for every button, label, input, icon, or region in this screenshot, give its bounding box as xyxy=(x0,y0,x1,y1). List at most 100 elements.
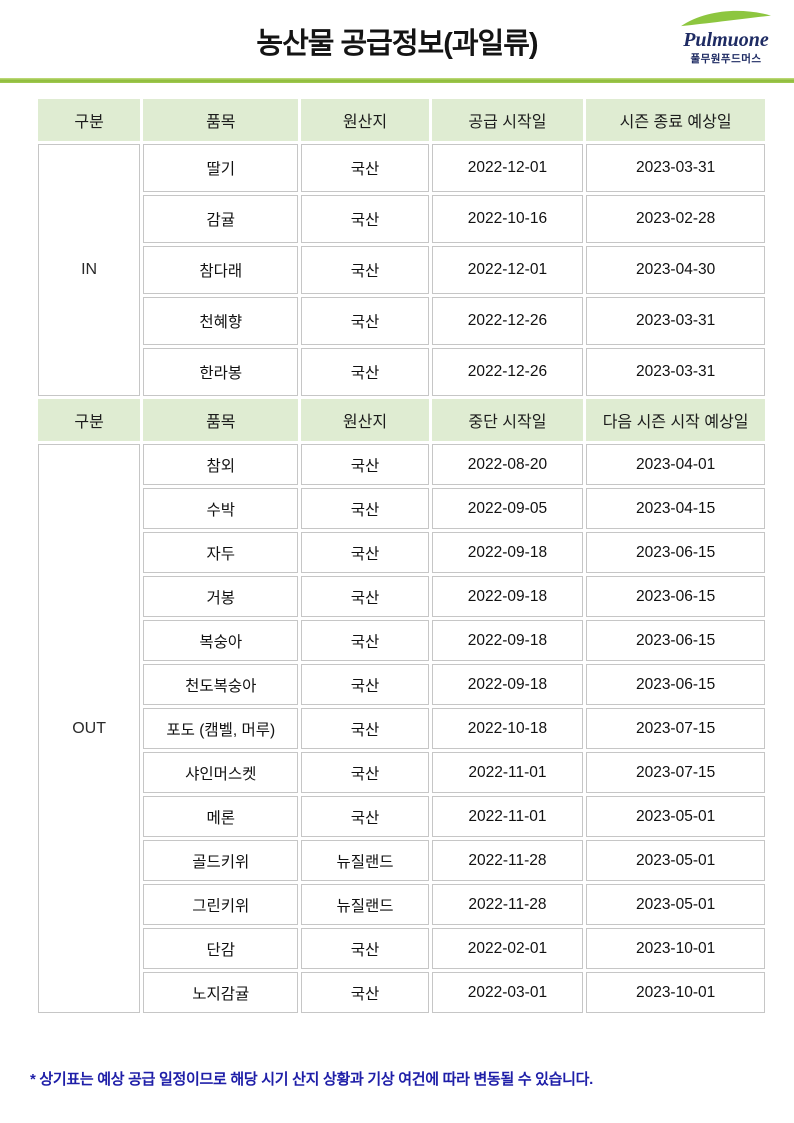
table-row: 노지감귤 국산 2022-03-01 2023-10-01 xyxy=(38,972,765,1013)
header-cell: 시즌 종료 예상일 xyxy=(586,99,765,141)
table-row: 참다래 국산 2022-12-01 2023-04-30 xyxy=(38,246,765,294)
header-cell: 원산지 xyxy=(301,99,429,141)
header-cell: 원산지 xyxy=(301,399,429,441)
table-row: 거봉 국산 2022-09-18 2023-06-15 xyxy=(38,576,765,617)
supply-table: 구분 품목 원산지 공급 시작일 시즌 종료 예상일 IN 딸기 국산 2022-12-01 20… xyxy=(35,96,768,1016)
end-date-cell: 2023-04-30 xyxy=(586,246,765,294)
start-date-cell: 2022-12-26 xyxy=(431,297,584,345)
start-date-cell: 2022-11-01 xyxy=(431,796,584,837)
origin-cell: 뉴질랜드 xyxy=(301,840,429,881)
start-date-cell: 2022-12-01 xyxy=(431,246,584,294)
item-cell: 자두 xyxy=(143,532,299,573)
table-row: 샤인머스켓 국산 2022-11-01 2023-07-15 xyxy=(38,752,765,793)
table-row: OUT 참외 국산 2022-08-20 2023-04-01 xyxy=(38,444,765,1013)
start-date-cell: 2022-10-18 xyxy=(431,708,584,749)
origin-cell: 국산 xyxy=(301,195,429,243)
origin-cell: 국산 xyxy=(301,297,429,345)
table-row: 천혜향 국산 2022-12-26 2023-03-31 xyxy=(38,297,765,345)
end-date-cell: 2023-04-15 xyxy=(586,488,765,529)
origin-cell: 국산 xyxy=(301,532,429,573)
table-row: 자두 국산 2022-09-18 2023-06-15 xyxy=(38,532,765,573)
brand-name: Pulmuone xyxy=(683,29,769,51)
start-date-cell: 2022-12-01 xyxy=(431,144,584,192)
item-cell: 딸기 xyxy=(143,144,299,192)
table-row: 그린키위 뉴질랜드 2022-11-28 2023-05-01 xyxy=(38,884,765,925)
table-row: 복숭아 국산 2022-09-18 2023-06-15 xyxy=(38,620,765,661)
origin-cell: 국산 xyxy=(301,348,429,396)
start-date-cell: 2022-09-18 xyxy=(431,664,584,705)
item-cell: 거봉 xyxy=(143,576,299,617)
table-row: 메론 국산 2022-11-01 2023-05-01 xyxy=(38,796,765,837)
origin-cell: 국산 xyxy=(301,488,429,529)
start-date-cell: 2022-10-16 xyxy=(431,195,584,243)
end-date-cell: 2023-03-31 xyxy=(586,348,765,396)
start-date-cell: 2022-11-01 xyxy=(431,752,584,793)
start-date-cell: 2022-09-05 xyxy=(431,488,584,529)
start-date-cell: 2022-12-26 xyxy=(431,348,584,396)
start-date-cell: 2022-09-18 xyxy=(431,576,584,617)
origin-cell: 국산 xyxy=(301,246,429,294)
start-date-cell: 2022-09-18 xyxy=(431,620,584,661)
table-row: 한라봉 국산 2022-12-26 2023-03-31 xyxy=(38,348,765,396)
footnote: * 상기표는 예상 공급 일정이므로 해당 시기 산지 상황과 기상 여건에 따… xyxy=(30,1071,594,1088)
origin-cell: 국산 xyxy=(301,928,429,969)
page-title: 농산물 공급정보(과일류) xyxy=(256,28,538,60)
origin-cell: 국산 xyxy=(301,752,429,793)
start-date-cell: 2022-02-01 xyxy=(431,928,584,969)
start-date-cell: 2022-08-20 xyxy=(431,444,584,485)
header-cell: 품목 xyxy=(143,99,299,141)
table-header-row: 구분 품목 원산지 공급 시작일 시즌 종료 예상일 xyxy=(38,99,765,141)
table-row: 포도 (캠벨, 머루) 국산 2022-10-18 2023-07-15 xyxy=(38,708,765,749)
end-date-cell: 2023-07-15 xyxy=(586,752,765,793)
title-divider xyxy=(0,78,794,83)
item-cell: 참외 xyxy=(143,444,299,485)
item-cell: 샤인머스켓 xyxy=(143,752,299,793)
end-date-cell: 2023-02-28 xyxy=(586,195,765,243)
item-cell: 천도복숭아 xyxy=(143,664,299,705)
item-cell: 복숭아 xyxy=(143,620,299,661)
origin-cell: 국산 xyxy=(301,972,429,1013)
origin-cell: 국산 xyxy=(301,664,429,705)
table-row: 단감 국산 2022-02-01 2023-10-01 xyxy=(38,928,765,969)
origin-cell: 국산 xyxy=(301,444,429,485)
table-row: 골드키위 뉴질랜드 2022-11-28 2023-05-01 xyxy=(38,840,765,881)
end-date-cell: 2023-04-01 xyxy=(586,444,765,485)
item-cell: 감귤 xyxy=(143,195,299,243)
group-cell: IN xyxy=(38,144,141,396)
end-date-cell: 2023-05-01 xyxy=(586,796,765,837)
start-date-cell: 2022-09-18 xyxy=(431,532,584,573)
origin-cell: 뉴질랜드 xyxy=(301,884,429,925)
end-date-cell: 2023-07-15 xyxy=(586,708,765,749)
item-cell: 천혜향 xyxy=(143,297,299,345)
origin-cell: 국산 xyxy=(301,620,429,661)
end-date-cell: 2023-05-01 xyxy=(586,840,765,881)
origin-cell: 국산 xyxy=(301,708,429,749)
item-cell: 그린키위 xyxy=(143,884,299,925)
header-cell: 중단 시작일 xyxy=(431,399,584,441)
item-cell: 수박 xyxy=(143,488,299,529)
header-cell: 구분 xyxy=(38,99,141,141)
header-cell: 구분 xyxy=(38,399,141,441)
origin-cell: 국산 xyxy=(301,576,429,617)
header-cell: 공급 시작일 xyxy=(431,99,584,141)
end-date-cell: 2023-10-01 xyxy=(586,972,765,1013)
end-date-cell: 2023-06-15 xyxy=(586,576,765,617)
item-cell: 노지감귤 xyxy=(143,972,299,1013)
brand-subtitle: 풀무원푸드머스 xyxy=(690,53,762,65)
origin-cell: 국산 xyxy=(301,144,429,192)
table-row: 감귤 국산 2022-10-16 2023-02-28 xyxy=(38,195,765,243)
brand-logo: Pulmuone 풀무원푸드머스 xyxy=(674,7,778,65)
item-cell: 참다래 xyxy=(143,246,299,294)
end-date-cell: 2023-03-31 xyxy=(586,144,765,192)
start-date-cell: 2022-11-28 xyxy=(431,884,584,925)
origin-cell: 국산 xyxy=(301,796,429,837)
header-cell: 품목 xyxy=(143,399,299,441)
end-date-cell: 2023-03-31 xyxy=(586,297,765,345)
header-cell: 다음 시즌 시작 예상일 xyxy=(586,399,765,441)
end-date-cell: 2023-06-15 xyxy=(586,532,765,573)
table-row: 수박 국산 2022-09-05 2023-04-15 xyxy=(38,488,765,529)
end-date-cell: 2023-05-01 xyxy=(586,884,765,925)
table-row: 천도복숭아 국산 2022-09-18 2023-06-15 xyxy=(38,664,765,705)
start-date-cell: 2022-03-01 xyxy=(431,972,584,1013)
table-row: IN 딸기 국산 2022-12-01 2023-03-31 xyxy=(38,144,765,396)
